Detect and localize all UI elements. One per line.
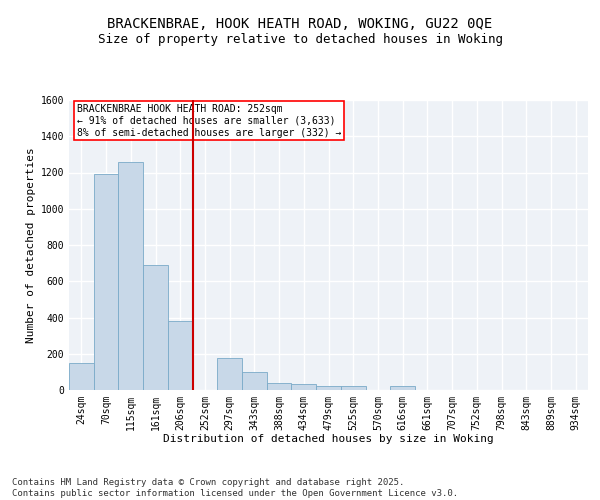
Bar (217, 358, 242, 390)
Bar (118, 162, 143, 390)
Bar (143, 265, 168, 390)
X-axis label: Distribution of detached houses by size in Woking: Distribution of detached houses by size … (163, 434, 494, 444)
Bar (341, 386, 365, 390)
Bar (292, 384, 316, 390)
Bar (94, 174, 118, 390)
Bar (390, 386, 415, 390)
Y-axis label: Number of detached properties: Number of detached properties (26, 147, 37, 343)
Text: Contains HM Land Registry data © Crown copyright and database right 2025.
Contai: Contains HM Land Registry data © Crown c… (12, 478, 458, 498)
Text: BRACKENBRAE, HOOK HEATH ROAD, WOKING, GU22 0QE: BRACKENBRAE, HOOK HEATH ROAD, WOKING, GU… (107, 18, 493, 32)
Text: BRACKENBRAE HOOK HEATH ROAD: 252sqm
← 91% of detached houses are smaller (3,633): BRACKENBRAE HOOK HEATH ROAD: 252sqm ← 91… (77, 104, 341, 138)
Bar (316, 386, 341, 390)
Bar (267, 383, 292, 390)
Bar (242, 372, 267, 390)
Bar (69, 363, 94, 390)
Bar (168, 321, 193, 390)
Text: Size of property relative to detached houses in Woking: Size of property relative to detached ho… (97, 32, 503, 46)
